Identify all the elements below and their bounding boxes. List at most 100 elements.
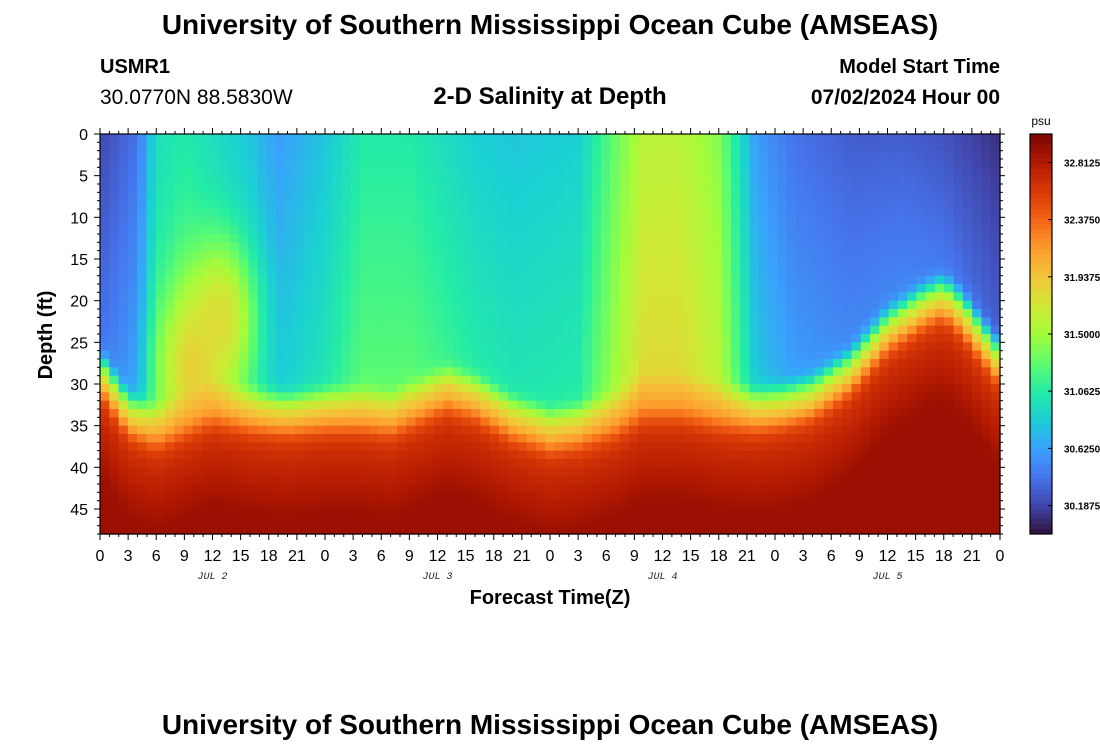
heatmap-cell [684, 350, 695, 360]
heatmap-cell [740, 409, 751, 418]
heatmap-cell [341, 275, 352, 285]
heatmap-cell [146, 259, 157, 268]
heatmap-cell [229, 217, 240, 227]
heatmap-cell [972, 517, 983, 527]
heatmap-cell [443, 392, 454, 402]
heatmap-cell [962, 400, 973, 410]
heatmap-cell [100, 392, 110, 402]
heatmap-cell [164, 409, 175, 418]
heatmap-cell [341, 525, 352, 535]
heatmap-cell [758, 150, 769, 160]
heatmap-cell [526, 475, 537, 485]
heatmap-cell [758, 225, 769, 235]
heatmap-cell [443, 325, 454, 335]
heatmap-cell [415, 267, 426, 277]
heatmap-cell [925, 234, 936, 243]
heatmap-cell [703, 234, 713, 243]
heatmap-cell [211, 475, 222, 485]
heatmap-cell [953, 275, 964, 285]
heatmap-cell [350, 234, 361, 243]
heatmap-cell [536, 300, 546, 310]
heatmap-cell [721, 184, 732, 193]
heatmap-cell [378, 392, 389, 402]
heatmap-cell [155, 184, 166, 193]
heatmap-cell [647, 325, 658, 335]
heatmap-cell [378, 250, 389, 260]
heatmap-cell [192, 467, 203, 477]
heatmap-cell [526, 425, 537, 435]
heatmap-cell [768, 492, 778, 502]
heatmap-cell [805, 142, 816, 152]
heatmap-cell [248, 192, 259, 202]
heatmap-cell [601, 475, 611, 485]
heatmap-cell [730, 450, 741, 460]
heatmap-cell [721, 434, 732, 443]
heatmap-cell [777, 134, 788, 143]
heatmap-cell [202, 225, 212, 235]
heatmap-cell [879, 184, 890, 193]
heatmap-cell [406, 134, 417, 143]
heatmap-cell [888, 409, 899, 418]
heatmap-cell [805, 392, 816, 402]
heatmap-cell [962, 375, 973, 385]
heatmap-cell [211, 184, 222, 193]
heatmap-cell [350, 500, 361, 510]
heatmap-cell [498, 375, 509, 385]
heatmap-cell [601, 450, 611, 460]
heatmap-cell [434, 134, 444, 143]
heatmap-cell [480, 225, 491, 235]
heatmap-cell [452, 284, 463, 293]
heatmap-cell [508, 184, 519, 193]
heatmap-cell [118, 192, 129, 202]
heatmap-cell [517, 409, 528, 418]
heatmap-cell [545, 150, 556, 160]
heatmap-cell [341, 475, 352, 485]
heatmap-cell [100, 267, 110, 277]
heatmap-cell [832, 459, 843, 468]
heatmap-cell [443, 375, 454, 385]
heatmap-cell [424, 525, 435, 535]
heatmap-cell [313, 417, 324, 427]
heatmap-cell [452, 217, 463, 227]
heatmap-cell [721, 309, 732, 318]
heatmap-cell [517, 275, 528, 285]
heatmap-cell [350, 317, 361, 327]
heatmap-cell [944, 367, 955, 377]
heatmap-cell [526, 409, 537, 418]
heatmap-cell [740, 367, 751, 377]
heatmap-cell [127, 484, 138, 493]
heatmap-cell [406, 392, 417, 402]
heatmap-cell [480, 492, 491, 502]
heatmap-cell [684, 300, 695, 310]
x-tick-label: 9 [180, 548, 189, 565]
heatmap-cell [517, 317, 528, 327]
heatmap-cell [832, 434, 843, 443]
heatmap-cell [526, 484, 537, 493]
heatmap-cell [415, 250, 426, 260]
heatmap-cell [545, 300, 556, 310]
heatmap-cell [758, 134, 769, 143]
heatmap-cell [378, 425, 389, 435]
heatmap-cell [953, 142, 964, 152]
heatmap-cell [795, 492, 806, 502]
heatmap-cell [369, 309, 379, 318]
heatmap-cell [897, 309, 908, 318]
heatmap-cell [675, 334, 686, 343]
heatmap-cell [229, 317, 240, 327]
heatmap-cell [730, 325, 741, 335]
heatmap-cell [434, 234, 444, 243]
heatmap-cell [155, 167, 166, 177]
heatmap-cell [990, 192, 1001, 202]
heatmap-cell [981, 225, 992, 235]
heatmap-cell [860, 275, 871, 285]
heatmap-cell [276, 484, 287, 493]
heatmap-cell [248, 284, 259, 293]
heatmap-cell [786, 509, 797, 518]
heatmap-cell [378, 442, 389, 452]
heatmap-cell [758, 209, 769, 218]
heatmap-cell [851, 150, 862, 160]
heatmap-cell [471, 309, 482, 318]
heatmap-cell [916, 275, 927, 285]
heatmap-cell [248, 259, 259, 268]
heatmap-cell [675, 184, 686, 193]
